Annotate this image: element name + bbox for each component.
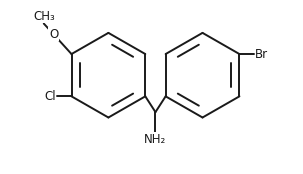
Text: Br: Br — [255, 48, 268, 61]
Text: CH₃: CH₃ — [33, 10, 55, 23]
Text: NH₂: NH₂ — [144, 133, 167, 146]
Text: Cl: Cl — [44, 90, 56, 103]
Text: O: O — [49, 28, 58, 41]
